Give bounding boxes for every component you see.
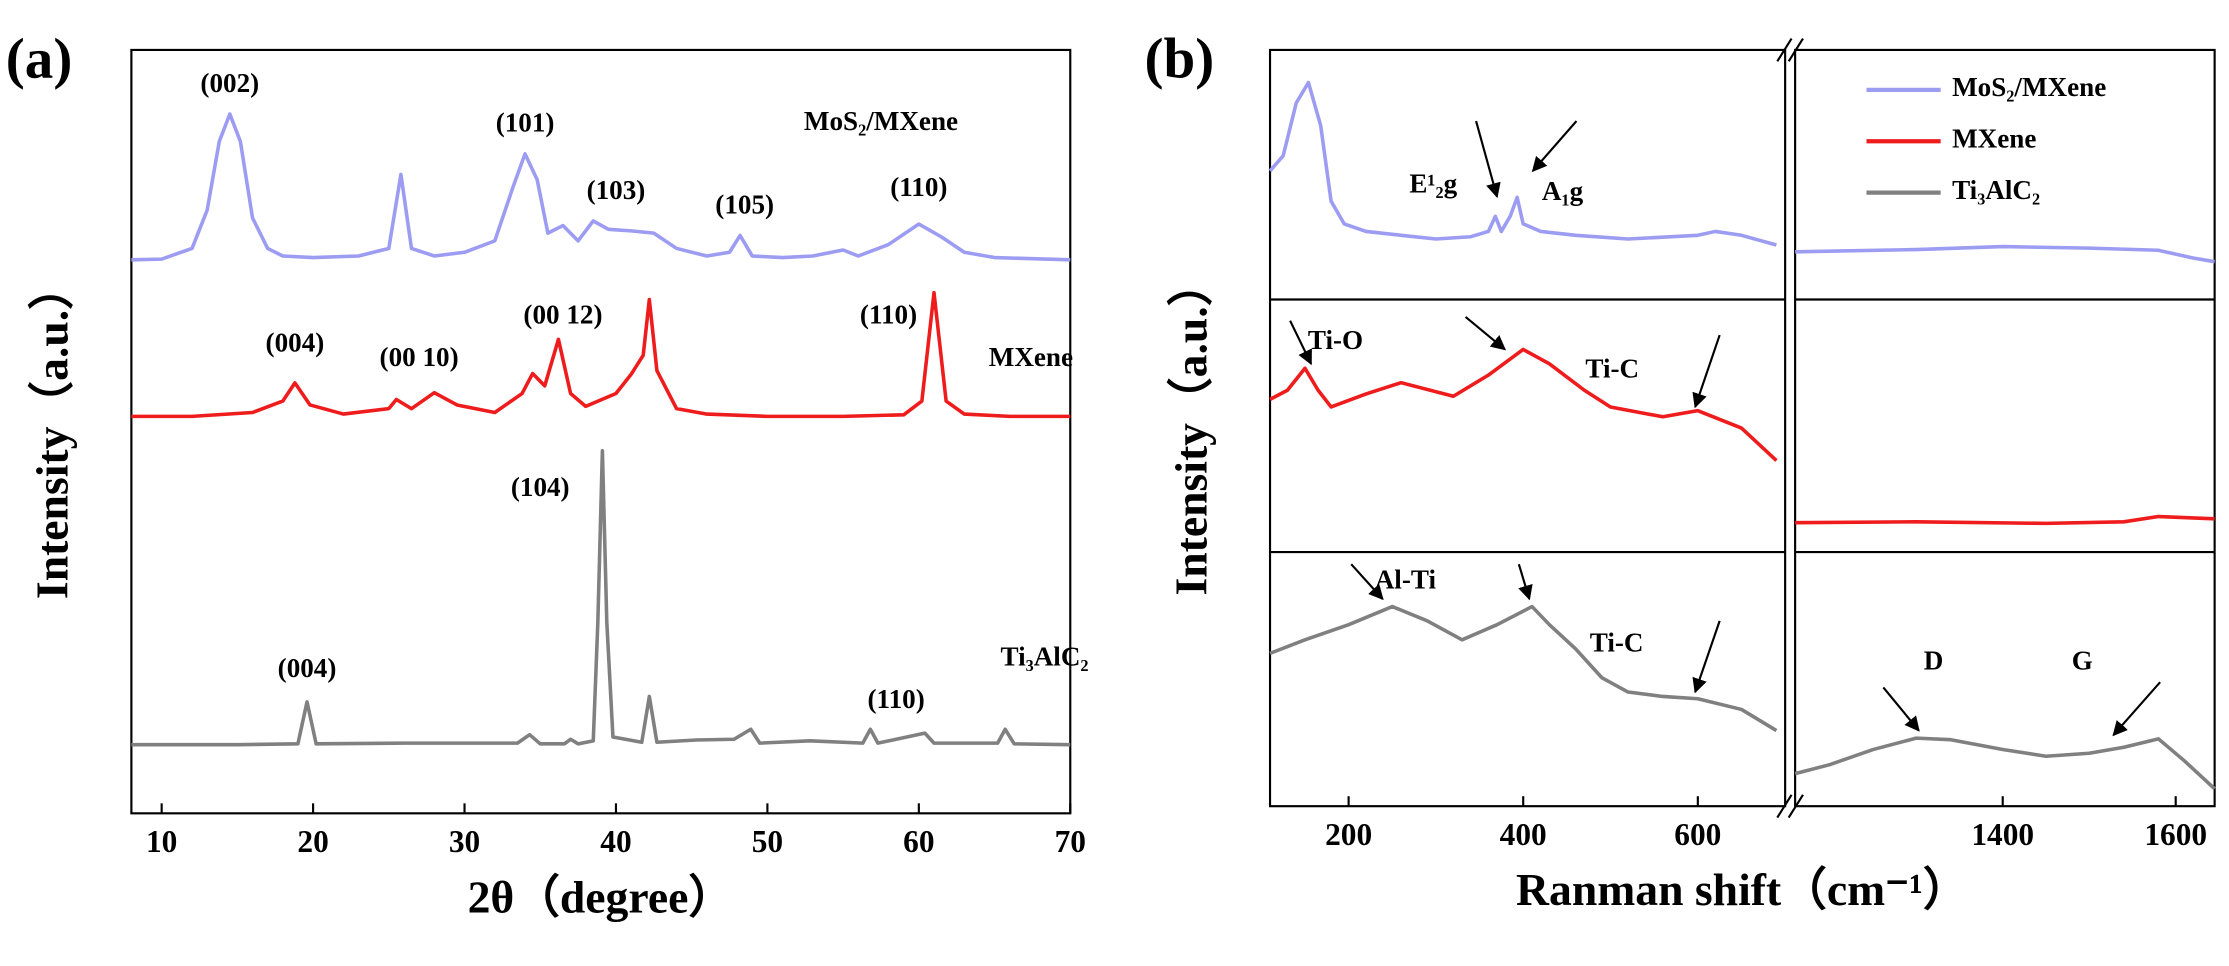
annotation: (00 12) bbox=[523, 299, 602, 329]
annotation: (101) bbox=[496, 108, 555, 138]
arrow bbox=[1517, 563, 1533, 601]
annotation: (004) bbox=[266, 328, 325, 358]
spectrum-line bbox=[131, 448, 1071, 747]
annotation: Ti-O bbox=[1308, 325, 1363, 355]
spectrum-line bbox=[1269, 347, 2215, 526]
spectrum-line bbox=[131, 112, 1071, 262]
annotation: (105) bbox=[715, 189, 774, 219]
x-tick-label: 50 bbox=[752, 824, 783, 859]
arrow bbox=[1882, 686, 1920, 732]
axis-break bbox=[1776, 37, 1793, 62]
x-tick-label: 600 bbox=[1674, 817, 1721, 852]
annotation: Ti-C bbox=[1590, 627, 1644, 657]
panel-label: (b) bbox=[1144, 27, 1214, 90]
x-tick-label: 200 bbox=[1325, 817, 1372, 852]
annotation: Ti₃AlC₂ bbox=[1000, 641, 1088, 671]
x-axis-label: 2θ（degree） bbox=[468, 871, 734, 922]
plot-frame bbox=[1794, 48, 2216, 808]
annotation: (110) bbox=[860, 299, 917, 329]
annotation: (110) bbox=[890, 172, 947, 202]
annotation: Al-Ti bbox=[1375, 565, 1437, 595]
spectrum-line bbox=[1268, 80, 2215, 264]
annotation: Ti-C bbox=[1585, 354, 1639, 384]
legend-label: MoS₂/MXene bbox=[1952, 72, 2106, 102]
x-tick-label: 1600 bbox=[2144, 817, 2207, 852]
arrow bbox=[2112, 681, 2161, 737]
x-tick-label: 1400 bbox=[1971, 817, 2034, 852]
legend-label: MXene bbox=[1952, 123, 2036, 153]
x-tick-label: 400 bbox=[1500, 817, 1547, 852]
plot-frame bbox=[1268, 48, 1787, 808]
arrow bbox=[1289, 320, 1313, 366]
annotation: E¹₂g bbox=[1409, 168, 1457, 198]
x-tick-label: 40 bbox=[600, 824, 631, 859]
annotation: (110) bbox=[868, 684, 925, 714]
panel-label: (a) bbox=[6, 27, 73, 90]
annotation: MoS₂/MXene bbox=[804, 106, 958, 136]
x-axis-label: Ranman shift（cm⁻¹） bbox=[1516, 864, 1969, 915]
x-tick-label: 10 bbox=[146, 824, 177, 859]
plot-frame bbox=[130, 48, 1072, 815]
y-axis-label: Intensity（a.u.） bbox=[27, 264, 78, 599]
x-tick-label: 70 bbox=[1055, 824, 1086, 859]
annotation: (00 10) bbox=[380, 342, 459, 372]
axis-break bbox=[1776, 794, 1793, 819]
arrow bbox=[1464, 316, 1507, 351]
x-tick-label: 60 bbox=[903, 824, 934, 859]
annotation: G bbox=[2072, 645, 2093, 675]
x-tick-label: 20 bbox=[297, 824, 328, 859]
arrow bbox=[1692, 620, 1721, 694]
spectrum-line bbox=[131, 290, 1071, 419]
arrow bbox=[1531, 120, 1578, 173]
annotation: (103) bbox=[587, 175, 646, 205]
arrow bbox=[1350, 563, 1384, 601]
legend-label: Ti₃AlC₂ bbox=[1952, 175, 2040, 205]
x-tick-label: 30 bbox=[449, 824, 480, 859]
annotation: D bbox=[1924, 645, 1944, 675]
y-axis-label: Intensity（a.u.） bbox=[1165, 261, 1216, 596]
axis-break bbox=[1787, 37, 1804, 62]
annotation: (004) bbox=[278, 653, 337, 683]
arrow bbox=[1475, 120, 1501, 199]
annotation: A₁g bbox=[1542, 176, 1584, 206]
annotation: (002) bbox=[200, 68, 259, 98]
annotation: (104) bbox=[511, 472, 570, 502]
spectrum-line bbox=[1269, 604, 2216, 791]
annotation: MXene bbox=[989, 342, 1073, 372]
axis-break bbox=[1787, 794, 1804, 819]
arrow bbox=[1692, 334, 1721, 409]
